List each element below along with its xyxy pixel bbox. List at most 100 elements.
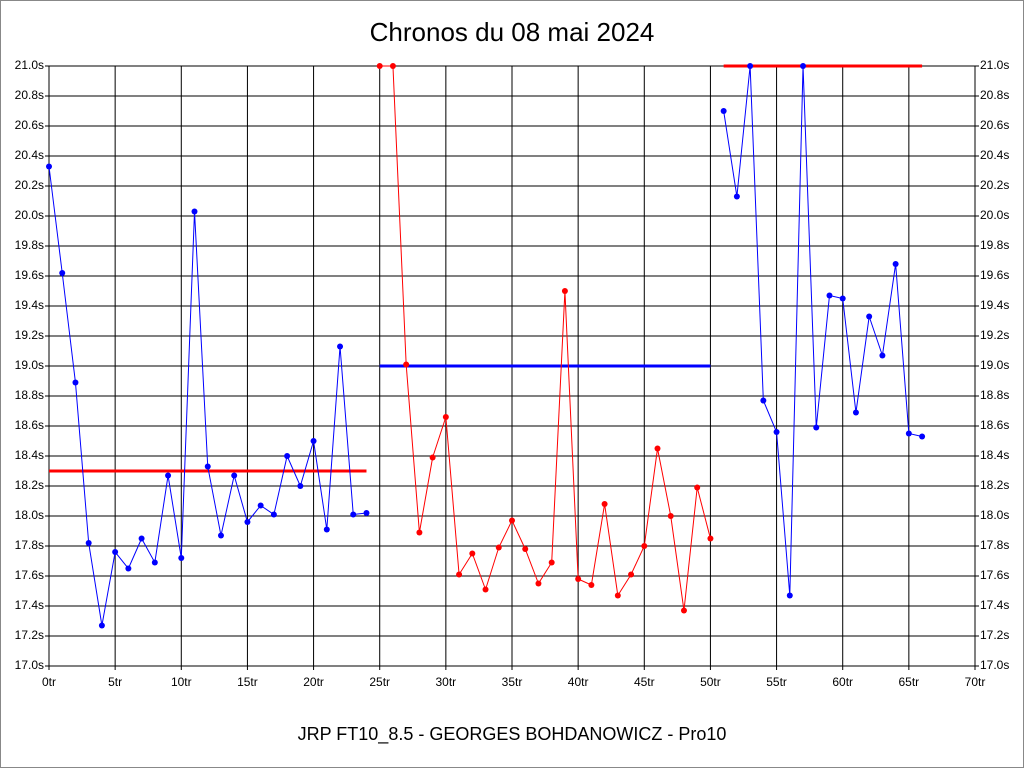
data-point	[694, 484, 701, 491]
y2-tick-label: 19.4s	[980, 298, 1009, 312]
data-point	[389, 63, 396, 69]
x-tick-label: 35tr	[502, 675, 523, 689]
data-point	[125, 565, 132, 572]
data-point	[839, 295, 846, 302]
data-point	[680, 607, 687, 614]
y-tick-label: 20.4s	[15, 148, 44, 162]
x-tick-label: 30tr	[436, 675, 457, 689]
y2-tick-label: 20.2s	[980, 178, 1009, 192]
data-point	[270, 511, 277, 518]
data-point	[535, 580, 542, 587]
y2-tick-label: 17.2s	[980, 628, 1009, 642]
data-point	[416, 529, 423, 536]
y2-tick-label: 19.6s	[980, 268, 1009, 282]
x-tick-label: 0tr	[42, 675, 56, 689]
data-point	[456, 571, 463, 578]
data-point	[800, 63, 807, 69]
x-tick-label: 50tr	[700, 675, 721, 689]
x-tick-label: 65tr	[899, 675, 920, 689]
y2-tick-label: 19.8s	[980, 238, 1009, 252]
y2-tick-label: 20.6s	[980, 118, 1009, 132]
data-point	[733, 193, 740, 200]
data-point	[350, 511, 357, 518]
y-tick-label: 18.6s	[15, 418, 44, 432]
data-point	[257, 502, 264, 509]
y-tick-label: 17.0s	[15, 658, 44, 672]
y-tick-label: 20.0s	[15, 208, 44, 222]
y2-tick-label: 19.2s	[980, 328, 1009, 342]
x-tick-label: 15tr	[237, 675, 258, 689]
y2-tick-label: 17.6s	[980, 568, 1009, 582]
x-tick-label: 40tr	[568, 675, 589, 689]
y-tick-label: 20.8s	[15, 88, 44, 102]
data-point	[138, 535, 145, 542]
chart-title: Chronos du 08 mai 2024	[370, 17, 655, 47]
data-point	[112, 549, 119, 555]
data-point	[363, 510, 370, 516]
data-point	[667, 513, 674, 519]
series-line	[723, 65, 923, 596]
data-point	[72, 379, 79, 386]
data-point	[575, 576, 582, 582]
y-tick-label: 17.2s	[15, 628, 44, 642]
data-point	[522, 546, 529, 552]
x-tick-label: 55tr	[766, 675, 787, 689]
y2-tick-label: 18.0s	[980, 508, 1009, 522]
data-point	[905, 430, 912, 437]
data-point	[561, 288, 568, 294]
x-tick-label: 10tr	[171, 675, 192, 689]
y2-tick-label: 20.4s	[980, 148, 1009, 162]
data-point	[469, 550, 476, 557]
y2-tick-label: 20.0s	[980, 208, 1009, 222]
y-tick-label: 18.2s	[15, 478, 44, 492]
data-point	[165, 472, 172, 479]
data-point	[919, 433, 926, 440]
data-point	[98, 622, 105, 629]
data-point	[509, 517, 515, 524]
data-point	[773, 429, 780, 435]
y2-tick-label: 17.0s	[980, 658, 1009, 672]
data-point	[244, 519, 251, 525]
y2-tick-label: 21.0s	[980, 58, 1009, 72]
y-tick-label: 19.4s	[15, 298, 44, 312]
data-point	[601, 501, 608, 507]
data-point	[310, 438, 317, 444]
data-point	[284, 453, 291, 459]
y-tick-label: 19.8s	[15, 238, 44, 252]
x-tick-label: 45tr	[634, 675, 655, 689]
y-tick-label: 19.6s	[15, 268, 44, 282]
y-tick-label: 18.8s	[15, 388, 44, 402]
data-point	[191, 208, 198, 215]
data-point	[178, 555, 185, 561]
data-point	[429, 454, 436, 461]
data-point	[641, 543, 648, 549]
data-point	[376, 63, 383, 69]
data-point	[813, 424, 820, 431]
x-tick-label: 70tr	[965, 675, 986, 689]
data-point	[747, 63, 754, 69]
x-tick-label: 20tr	[303, 675, 324, 689]
data-point	[337, 343, 344, 350]
x-tick-label: 25tr	[369, 675, 390, 689]
data-point	[231, 472, 238, 479]
y-tick-label: 17.4s	[15, 598, 44, 612]
y-tick-label: 18.4s	[15, 448, 44, 462]
y2-tick-label: 17.8s	[980, 538, 1009, 552]
data-point	[297, 483, 304, 489]
x-tick-label: 5tr	[108, 675, 122, 689]
data-point	[588, 582, 595, 588]
series-line	[379, 65, 711, 611]
data-point	[59, 270, 66, 276]
y2-tick-label: 19.0s	[980, 358, 1009, 372]
data-point	[442, 414, 449, 420]
y-tick-label: 21.0s	[15, 58, 44, 72]
y-tick-label: 18.0s	[15, 508, 44, 522]
y-tick-label: 19.0s	[15, 358, 44, 372]
data-point	[614, 592, 621, 599]
data-point	[204, 463, 211, 470]
y2-tick-label: 18.8s	[980, 388, 1009, 402]
y2-tick-label: 18.2s	[980, 478, 1009, 492]
data-point	[826, 292, 833, 299]
data-point	[495, 544, 502, 551]
y-tick-label: 20.6s	[15, 118, 44, 132]
